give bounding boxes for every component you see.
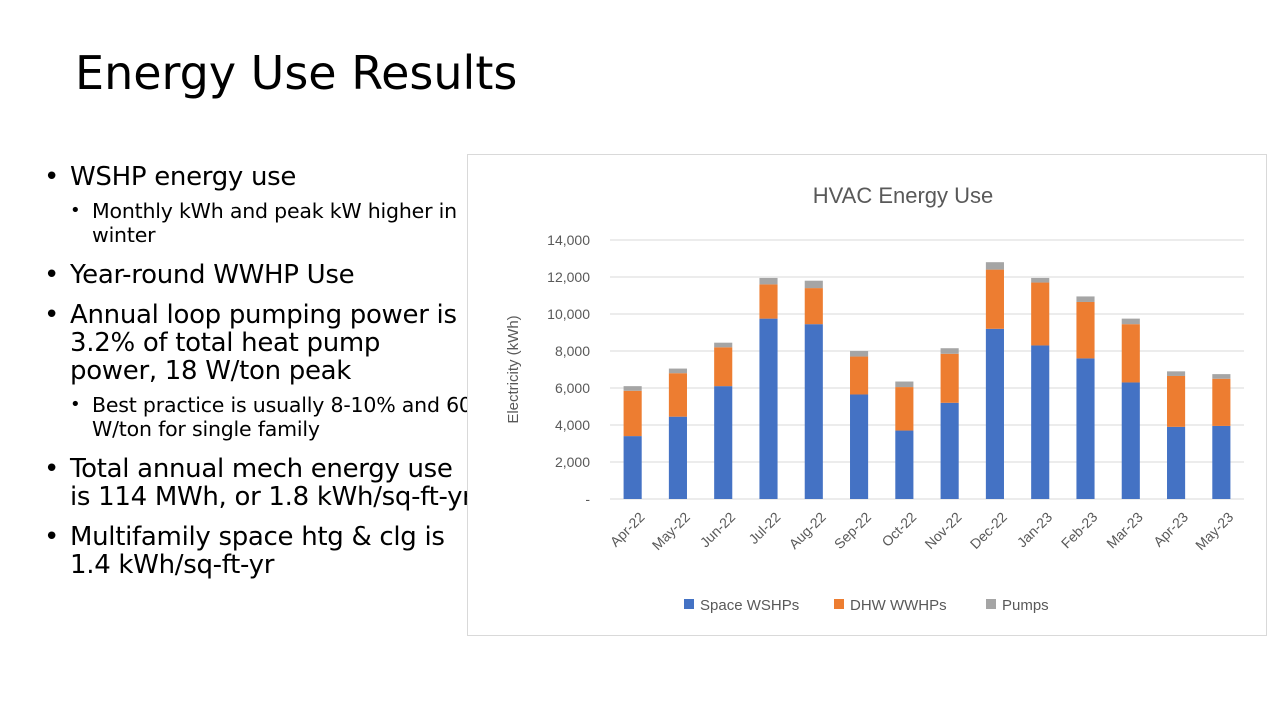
legend-label: Pumps	[1002, 597, 1049, 614]
x-tick-label: Jan-23	[1014, 509, 1056, 551]
bullet-item: Total annual mech energy use is 114 MWh,…	[44, 455, 474, 511]
bar-segment	[850, 394, 869, 499]
x-tick-label: Aug-22	[786, 509, 829, 552]
bar-segment	[1031, 282, 1050, 346]
bar-segment	[668, 368, 687, 374]
x-tick-label: Oct-22	[878, 509, 919, 550]
y-axis-label: Electricity (kWh)	[505, 315, 522, 423]
bar-segment	[623, 436, 642, 499]
y-tick-label: 4,000	[555, 417, 590, 433]
hvac-energy-chart: HVAC Energy Use - 2,000 4,000 6,000 8,000 10,0…	[505, 183, 1244, 614]
bar-segment	[714, 386, 733, 499]
bar-segment	[759, 318, 778, 499]
legend-swatch	[986, 599, 996, 609]
bar-segment	[668, 373, 687, 417]
x-tick-label: Mar-23	[1103, 509, 1146, 552]
y-tick-label: 6,000	[555, 380, 590, 396]
bar-segment	[850, 356, 869, 395]
bullet-list: WSHP energy use Monthly kWh and peak kW h…	[44, 163, 474, 591]
y-tick-label: 14,000	[547, 232, 590, 248]
x-tick-label: Jun-22	[697, 509, 739, 551]
bar-segment	[1167, 375, 1186, 427]
bar-segment	[895, 381, 914, 388]
legend-swatch	[834, 599, 844, 609]
legend-label: Space WSHPs	[700, 597, 799, 614]
x-tick-label: Dec-22	[967, 509, 1010, 552]
bar-segment	[623, 386, 642, 391]
x-tick-label: May-22	[649, 509, 693, 553]
x-tick-label: Apr-23	[1150, 509, 1191, 550]
bar-segment	[1212, 374, 1231, 379]
bar-segment	[1076, 301, 1095, 359]
x-tick-label: Sep-22	[831, 509, 874, 552]
bar-segment	[1212, 425, 1231, 499]
bar-segment	[1031, 277, 1050, 283]
bar-segment	[940, 353, 959, 403]
y-tick-label: 8,000	[555, 343, 590, 359]
bar-segment	[895, 430, 914, 499]
bar-segment	[668, 416, 687, 499]
bar-segment	[940, 348, 959, 354]
x-tick-label: Jul-22	[745, 509, 783, 547]
bar-segment	[1076, 358, 1095, 499]
chart-title: HVAC Energy Use	[813, 183, 994, 208]
bar-segment	[1076, 296, 1095, 302]
sub-bullet-item: Monthly kWh and peak kW higher in winter	[44, 199, 474, 247]
bar-segment	[714, 342, 733, 348]
x-tick-label: May-23	[1192, 509, 1236, 553]
bar-segment	[985, 328, 1004, 499]
bar-segment	[1031, 345, 1050, 499]
chart-container: HVAC Energy Use - 2,000 4,000 6,000 8,000 10,0…	[467, 154, 1267, 636]
bar-segment	[1167, 426, 1186, 499]
bar-segment	[1121, 324, 1140, 383]
sub-bullet-item: Best practice is usually 8-10% and 60 W/…	[44, 393, 474, 441]
bar-segment	[714, 347, 733, 387]
bar-segment	[759, 277, 778, 285]
x-tick-label: Feb-23	[1058, 509, 1101, 552]
bar-segment	[1121, 382, 1140, 499]
bar-segment	[759, 284, 778, 319]
y-tick-label: 10,000	[547, 306, 590, 322]
bar-segment	[985, 269, 1004, 329]
bullet-item: Annual loop pumping power is 3.2% of tot…	[44, 301, 474, 385]
bullet-item: WSHP energy use	[44, 163, 474, 191]
legend-label: DHW WWHPs	[850, 597, 947, 614]
slide-title: Energy Use Results	[75, 46, 518, 100]
bar-segment	[623, 390, 642, 437]
bar-segment	[895, 387, 914, 431]
x-tick-label: Apr-22	[607, 509, 648, 550]
y-tick-label: -	[585, 491, 590, 507]
bar-segment	[1167, 371, 1186, 376]
bar-segment	[1212, 378, 1231, 426]
bar-segment	[804, 280, 823, 289]
bar-segment	[804, 324, 823, 499]
x-tick-label: Nov-22	[921, 509, 964, 552]
y-tick-label: 2,000	[555, 454, 590, 470]
bar-segment	[850, 351, 869, 357]
bullet-item: Multifamily space htg & clg is 1.4 kWh/s…	[44, 523, 474, 579]
bar-segment	[804, 288, 823, 325]
bar-segment	[985, 262, 1004, 270]
y-tick-label: 12,000	[547, 269, 590, 285]
legend-swatch	[684, 599, 694, 609]
bar-segment	[940, 402, 959, 499]
bullet-item: Year-round WWHP Use	[44, 261, 474, 289]
bar-segment	[1121, 318, 1140, 325]
